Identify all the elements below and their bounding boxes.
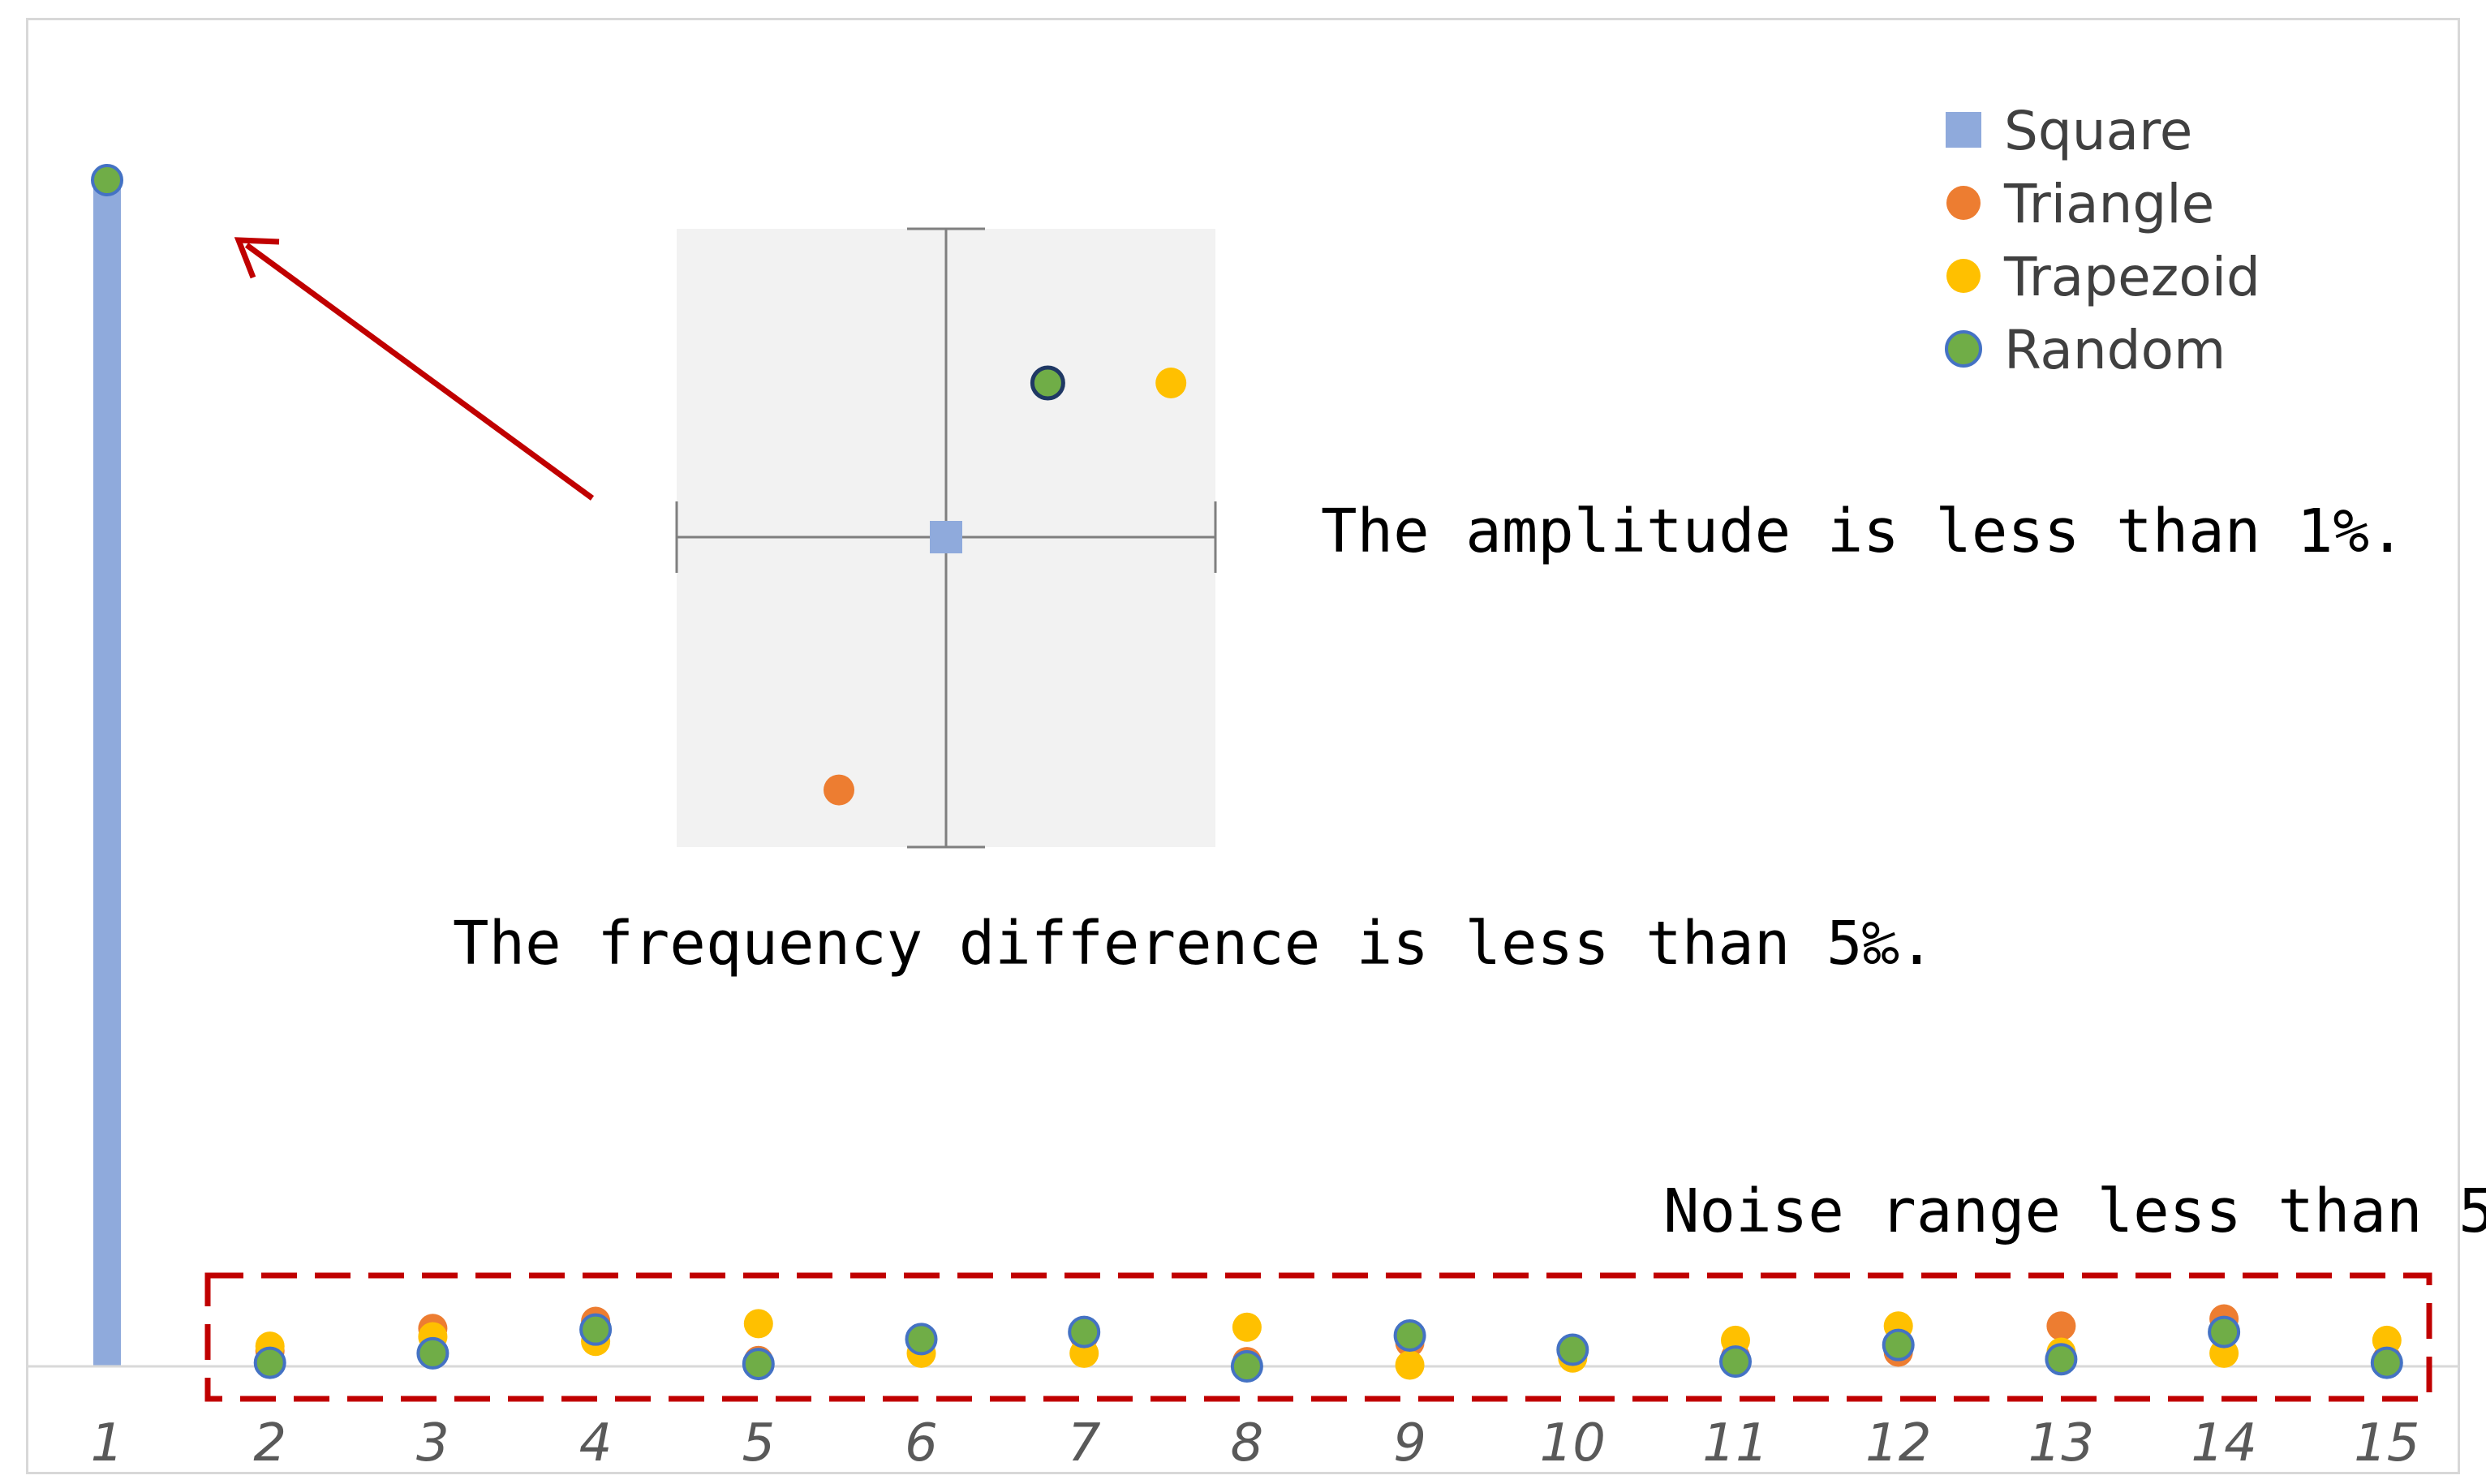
x-tick-label: 4 xyxy=(579,1413,613,1473)
x-tick-label: 5 xyxy=(742,1413,775,1473)
zoom-arrow xyxy=(234,237,595,501)
x-tick-label: 8 xyxy=(1231,1413,1264,1473)
point-random-10 xyxy=(1556,1333,1589,1366)
inset-point-triangle xyxy=(824,774,854,806)
legend-label-trapezoid: Trapezoid xyxy=(2003,246,2260,308)
x-tick-label: 10 xyxy=(1540,1413,1606,1473)
bar-layer xyxy=(93,180,121,1366)
point-random-13 xyxy=(2045,1343,2078,1376)
point-random-11 xyxy=(1719,1345,1752,1379)
legend-label-random: Random xyxy=(2004,319,2226,381)
point-trapezoid-15 xyxy=(2372,1325,2402,1355)
x-tick-label: 3 xyxy=(416,1413,449,1473)
arrow-head xyxy=(234,237,280,279)
x-tick-label: 15 xyxy=(2354,1413,2419,1473)
legend-marker-trapezoid xyxy=(1946,259,1981,293)
point-trapezoid-8 xyxy=(1232,1312,1262,1342)
point-random-15 xyxy=(2370,1346,2403,1379)
legend-label-triangle: Triangle xyxy=(2003,173,2214,235)
inset-point-random xyxy=(1030,365,1065,401)
point-trapezoid-5 xyxy=(743,1309,773,1339)
point-random-9 xyxy=(1393,1318,1426,1352)
point-random-5 xyxy=(742,1348,775,1381)
x-tick-labels: 1 2 3 4 5 6 7 8 9 10 11 12 13 14 15 xyxy=(91,1413,2420,1473)
frequency-annotation: The frequency difference is less than 5‰… xyxy=(453,909,1935,979)
x-tick-label: 12 xyxy=(1865,1413,1931,1473)
x-tick-label: 2 xyxy=(253,1413,286,1473)
point-random-14 xyxy=(2208,1315,2241,1349)
x-tick-label: 1 xyxy=(91,1413,124,1473)
legend-label-square: Square xyxy=(2004,100,2192,162)
points-layer xyxy=(91,164,2403,1383)
point-random-6 xyxy=(905,1323,938,1356)
point-triangle-13 xyxy=(2046,1311,2076,1341)
legend-marker-square xyxy=(1946,112,1981,148)
noise-annotation: Noise range less than 5% xyxy=(1663,1176,2486,1246)
x-tick-label: 11 xyxy=(1702,1413,1768,1473)
inset-zoom-panel xyxy=(675,227,1217,849)
point-trapezoid-9 xyxy=(1395,1350,1425,1380)
x-tick-label: 9 xyxy=(1393,1413,1426,1473)
legend-marker-triangle xyxy=(1946,186,1981,220)
point-random-7 xyxy=(1068,1315,1101,1349)
point-random-2 xyxy=(253,1346,286,1379)
legend: Square Triangle Trapezoid Random xyxy=(1945,100,2260,381)
chart-frame xyxy=(26,18,2460,1474)
point-random-4 xyxy=(579,1313,613,1346)
point-random-3 xyxy=(416,1336,449,1370)
noise-range-box xyxy=(204,1272,2432,1402)
x-tick-label: 14 xyxy=(2191,1413,2256,1473)
point-random-12 xyxy=(1882,1328,1915,1361)
bar-square-1 xyxy=(93,180,121,1366)
inset-point-square xyxy=(930,521,962,553)
x-tick-label: 6 xyxy=(905,1413,938,1473)
point-random-1 xyxy=(91,164,123,196)
arrow-shaft xyxy=(244,243,595,501)
legend-marker-random xyxy=(1945,330,1982,368)
point-random-8 xyxy=(1230,1350,1263,1383)
amplitude-annotation: The amplitude is less than 1%. xyxy=(1321,497,2406,566)
x-tick-label: 7 xyxy=(1068,1413,1101,1473)
inset-point-trapezoid xyxy=(1155,368,1187,398)
x-tick-label: 13 xyxy=(2028,1413,2094,1473)
